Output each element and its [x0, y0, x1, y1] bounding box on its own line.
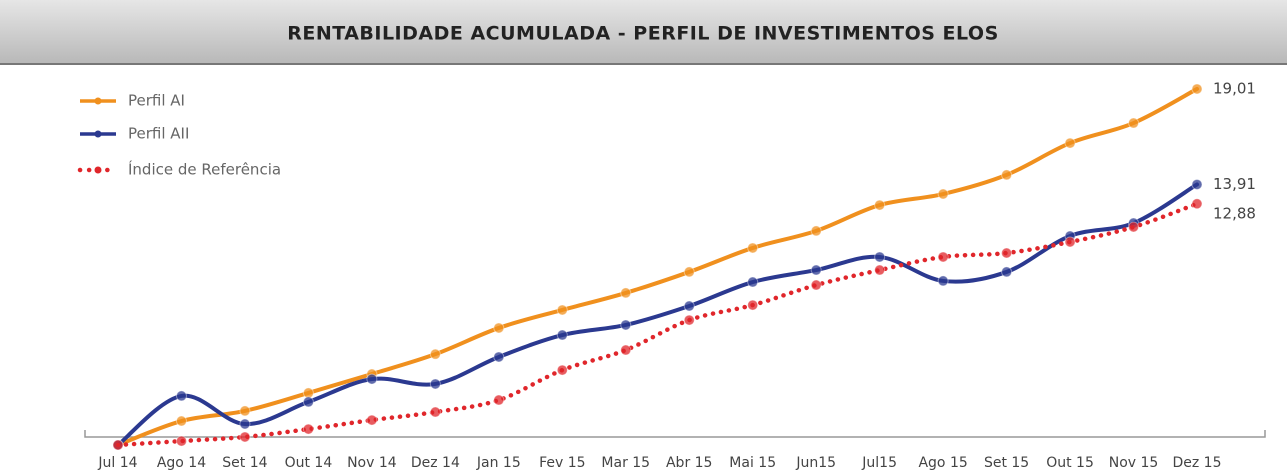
- x-tick-label: Dez 14: [411, 455, 460, 471]
- x-tick-label: Mar 15: [601, 455, 650, 471]
- point: [874, 251, 886, 263]
- legend-label: Índice de Referência: [128, 160, 281, 179]
- point: [1128, 221, 1140, 233]
- legend-label: Perfil AI: [128, 92, 185, 110]
- point: [493, 322, 505, 334]
- x-tick-label: Fev 15: [539, 455, 585, 471]
- point: [874, 199, 886, 211]
- x-tick-label: Jan 15: [476, 455, 521, 471]
- point: [1191, 198, 1203, 210]
- data-label: 12,88: [1213, 204, 1256, 222]
- point: [683, 300, 695, 312]
- point: [175, 435, 187, 447]
- x-tick-label: Out 15: [1046, 455, 1094, 471]
- point: [366, 414, 378, 426]
- point: [937, 275, 949, 287]
- point: [556, 304, 568, 316]
- point: [1001, 169, 1013, 181]
- series-line: [116, 86, 1199, 447]
- x-axis: [84, 430, 1266, 438]
- point: [683, 314, 695, 326]
- x-tick-label: Set 15: [984, 455, 1029, 471]
- point: [175, 390, 187, 402]
- point: [239, 418, 251, 430]
- point: [810, 264, 822, 276]
- point: [175, 415, 187, 427]
- point: [556, 364, 568, 376]
- x-tick-label: Nov 14: [347, 455, 397, 471]
- point: [747, 276, 759, 288]
- point: [620, 319, 632, 331]
- x-tick-label: Jun15: [795, 455, 836, 471]
- chart-title: RENTABILIDADE ACUMULADA - PERFIL DE INVE…: [287, 23, 999, 45]
- point: [620, 287, 632, 299]
- point: [620, 344, 632, 356]
- point: [937, 251, 949, 263]
- legend-marker: [94, 130, 102, 138]
- x-tick-label: Mai 15: [729, 455, 776, 471]
- point: [1064, 137, 1076, 149]
- x-tick-label: Jul15: [861, 455, 897, 471]
- point: [112, 439, 124, 451]
- title-bar: [0, 0, 1287, 64]
- point: [683, 266, 695, 278]
- x-tick-label: Abr 15: [666, 455, 712, 471]
- point: [1001, 247, 1013, 259]
- data-label: 13,91: [1213, 175, 1256, 193]
- point: [302, 423, 314, 435]
- series-line: [116, 182, 1199, 447]
- series-line: [115, 201, 1200, 448]
- point: [556, 329, 568, 341]
- point: [493, 351, 505, 363]
- point: [366, 373, 378, 385]
- x-tick-label: Out 14: [285, 455, 333, 471]
- x-tick-label: Dez 15: [1172, 455, 1221, 471]
- point: [747, 299, 759, 311]
- data-label: 19,01: [1213, 79, 1256, 97]
- point: [1001, 266, 1013, 278]
- point: [239, 405, 251, 417]
- point: [493, 394, 505, 406]
- point: [747, 242, 759, 254]
- x-tick-label: Ago 15: [918, 455, 967, 471]
- point: [1128, 117, 1140, 129]
- x-tick-label: Jul 14: [97, 455, 137, 471]
- point: [810, 225, 822, 237]
- x-tick-label: Ago 14: [157, 455, 206, 471]
- point: [937, 188, 949, 200]
- point: [1191, 83, 1203, 95]
- point: [810, 279, 822, 291]
- point: [429, 406, 441, 418]
- point: [1064, 236, 1076, 248]
- legend-marker: [94, 166, 102, 174]
- legend-marker: [94, 97, 102, 105]
- point: [429, 348, 441, 360]
- point: [429, 378, 441, 390]
- x-tick-label: Set 14: [222, 455, 267, 471]
- point: [302, 396, 314, 408]
- legend-label: Perfil AII: [128, 125, 189, 143]
- x-tick-label: Nov 15: [1109, 455, 1159, 471]
- point: [874, 264, 886, 276]
- point: [239, 431, 251, 443]
- point: [1191, 178, 1203, 190]
